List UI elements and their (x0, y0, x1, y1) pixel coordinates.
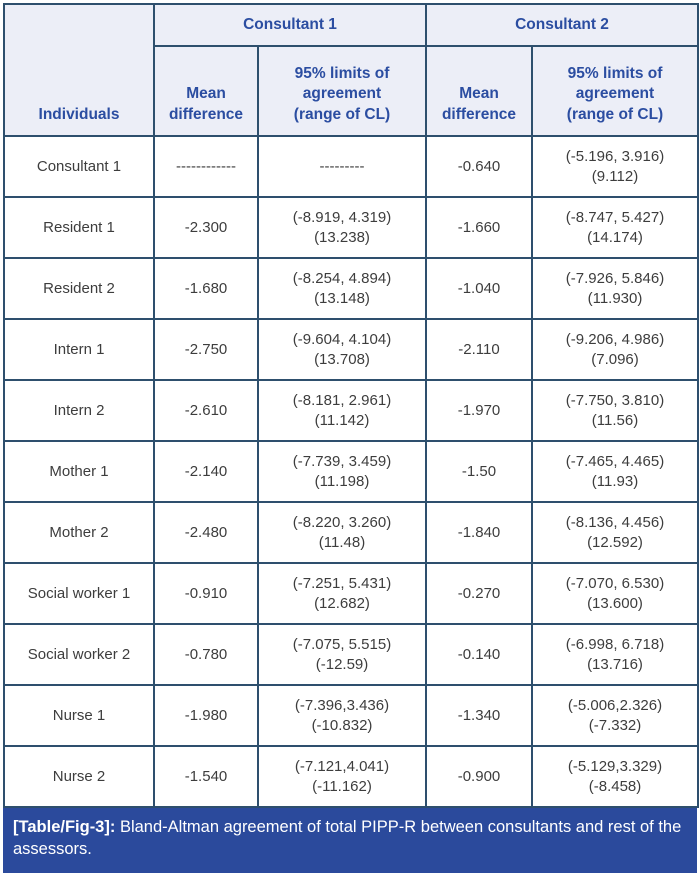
bland-altman-table: Individuals Consultant 1 Consultant 2 Me… (3, 3, 699, 808)
c1-mean-value: -0.780 (153, 623, 259, 686)
c1-mean-value: -2.140 (153, 440, 259, 503)
c1-mean-difference-header: Mean difference (153, 45, 259, 137)
individual-name: Mother 2 (3, 501, 155, 564)
individual-name: Intern 1 (3, 318, 155, 381)
c2-mean-value: -1.840 (425, 501, 533, 564)
c2-mean-value: -0.640 (425, 135, 533, 198)
caption-text: Bland-Altman agreement of total PIPP-R b… (13, 818, 682, 859)
table-row: Nurse 2 -1.540 (-7.121,4.041) (-11.162) … (3, 745, 699, 808)
table-header: Individuals Consultant 1 Consultant 2 Me… (3, 3, 699, 137)
c2-limits-value: (-8.136, 4.456) (12.592) (531, 501, 699, 564)
c1-limits-value: (-7.396,3.436) (-10.832) (257, 684, 427, 747)
table-row: Consultant 1 ------------ --------- -0.6… (3, 135, 699, 198)
c2-limits-value: (-6.998, 6.718) (13.716) (531, 623, 699, 686)
c1-mean-value: -2.300 (153, 196, 259, 259)
c2-mean-value: -1.50 (425, 440, 533, 503)
c1-limits-value: (-7.739, 3.459) (11.198) (257, 440, 427, 503)
table-row: Nurse 1 -1.980 (-7.396,3.436) (-10.832) … (3, 684, 699, 747)
c2-mean-value: -1.660 (425, 196, 533, 259)
c2-limits-value: (-5.129,3.329) (-8.458) (531, 745, 699, 808)
c1-mean-value: -0.910 (153, 562, 259, 625)
c2-limits-value: (-9.206, 4.986) (7.096) (531, 318, 699, 381)
c2-limits-value: (-7.070, 6.530) (13.600) (531, 562, 699, 625)
table-row: Intern 2 -2.610 (-8.181, 2.961) (11.142)… (3, 379, 699, 442)
individual-name: Nurse 2 (3, 745, 155, 808)
c2-limits-value: (-7.750, 3.810) (11.56) (531, 379, 699, 442)
c2-limits-value: (-8.747, 5.427) (14.174) (531, 196, 699, 259)
c1-limits-value: (-8.919, 4.319) (13.238) (257, 196, 427, 259)
table-row: Mother 2 -2.480 (-8.220, 3.260) (11.48) … (3, 501, 699, 564)
c1-limits-value: (-8.181, 2.961) (11.142) (257, 379, 427, 442)
c2-mean-value: -1.340 (425, 684, 533, 747)
c1-mean-value: -2.610 (153, 379, 259, 442)
caption-label: [Table/Fig-3]: (13, 818, 116, 836)
c1-limits-value: (-9.604, 4.104) (13.708) (257, 318, 427, 381)
individual-name: Social worker 1 (3, 562, 155, 625)
c1-limits-value: (-8.254, 4.894) (13.148) (257, 257, 427, 320)
c1-limits-value: --------- (257, 135, 427, 198)
individuals-column-header: Individuals (3, 3, 155, 137)
c1-mean-value: -1.540 (153, 745, 259, 808)
table-row: Resident 2 -1.680 (-8.254, 4.894) (13.14… (3, 257, 699, 320)
consultant1-group-header: Consultant 1 (153, 3, 427, 47)
table-caption: [Table/Fig-3]: Bland-Altman agreement of… (3, 808, 697, 873)
c1-limits-value: (-8.220, 3.260) (11.48) (257, 501, 427, 564)
c1-limits-value: (-7.121,4.041) (-11.162) (257, 745, 427, 808)
c2-mean-value: -0.900 (425, 745, 533, 808)
c1-limits-value: (-7.075, 5.515) (-12.59) (257, 623, 427, 686)
consultant2-group-header: Consultant 2 (425, 3, 699, 47)
table-row: Resident 1 -2.300 (-8.919, 4.319) (13.23… (3, 196, 699, 259)
c1-mean-value: -1.680 (153, 257, 259, 320)
c2-limits-value: (-7.465, 4.465) (11.93) (531, 440, 699, 503)
c2-mean-value: -2.110 (425, 318, 533, 381)
c1-mean-value: -2.480 (153, 501, 259, 564)
c1-mean-value: -1.980 (153, 684, 259, 747)
c2-mean-value: -1.970 (425, 379, 533, 442)
c2-mean-difference-header: Mean difference (425, 45, 533, 137)
individual-name: Nurse 1 (3, 684, 155, 747)
c2-mean-value: -0.140 (425, 623, 533, 686)
c1-mean-value: ------------ (153, 135, 259, 198)
sub-header-row: Mean difference 95% limits of agreement … (4, 45, 699, 137)
c2-limits-value: (-5.196, 3.916) (9.112) (531, 135, 699, 198)
individual-name: Resident 1 (3, 196, 155, 259)
table-row: Social worker 1 -0.910 (-7.251, 5.431) (… (3, 562, 699, 625)
individual-name: Resident 2 (3, 257, 155, 320)
c2-mean-value: -1.040 (425, 257, 533, 320)
table-row: Social worker 2 -0.780 (-7.075, 5.515) (… (3, 623, 699, 686)
c2-limits-header: 95% limits of agreement (range of CL) (531, 45, 699, 137)
individual-name: Social worker 2 (3, 623, 155, 686)
individual-name: Intern 2 (3, 379, 155, 442)
table-body: Consultant 1 ------------ --------- -0.6… (3, 135, 699, 808)
individual-name: Consultant 1 (3, 135, 155, 198)
table-row: Intern 1 -2.750 (-9.604, 4.104) (13.708)… (3, 318, 699, 381)
group-header-row: Individuals Consultant 1 Consultant 2 (3, 3, 699, 137)
individual-name: Mother 1 (3, 440, 155, 503)
c2-limits-value: (-5.006,2.326) (-7.332) (531, 684, 699, 747)
c2-limits-value: (-7.926, 5.846) (11.930) (531, 257, 699, 320)
c1-limits-header: 95% limits of agreement (range of CL) (257, 45, 427, 137)
c2-mean-value: -0.270 (425, 562, 533, 625)
table-row: Mother 1 -2.140 (-7.739, 3.459) (11.198)… (3, 440, 699, 503)
c1-limits-value: (-7.251, 5.431) (12.682) (257, 562, 427, 625)
c1-mean-value: -2.750 (153, 318, 259, 381)
